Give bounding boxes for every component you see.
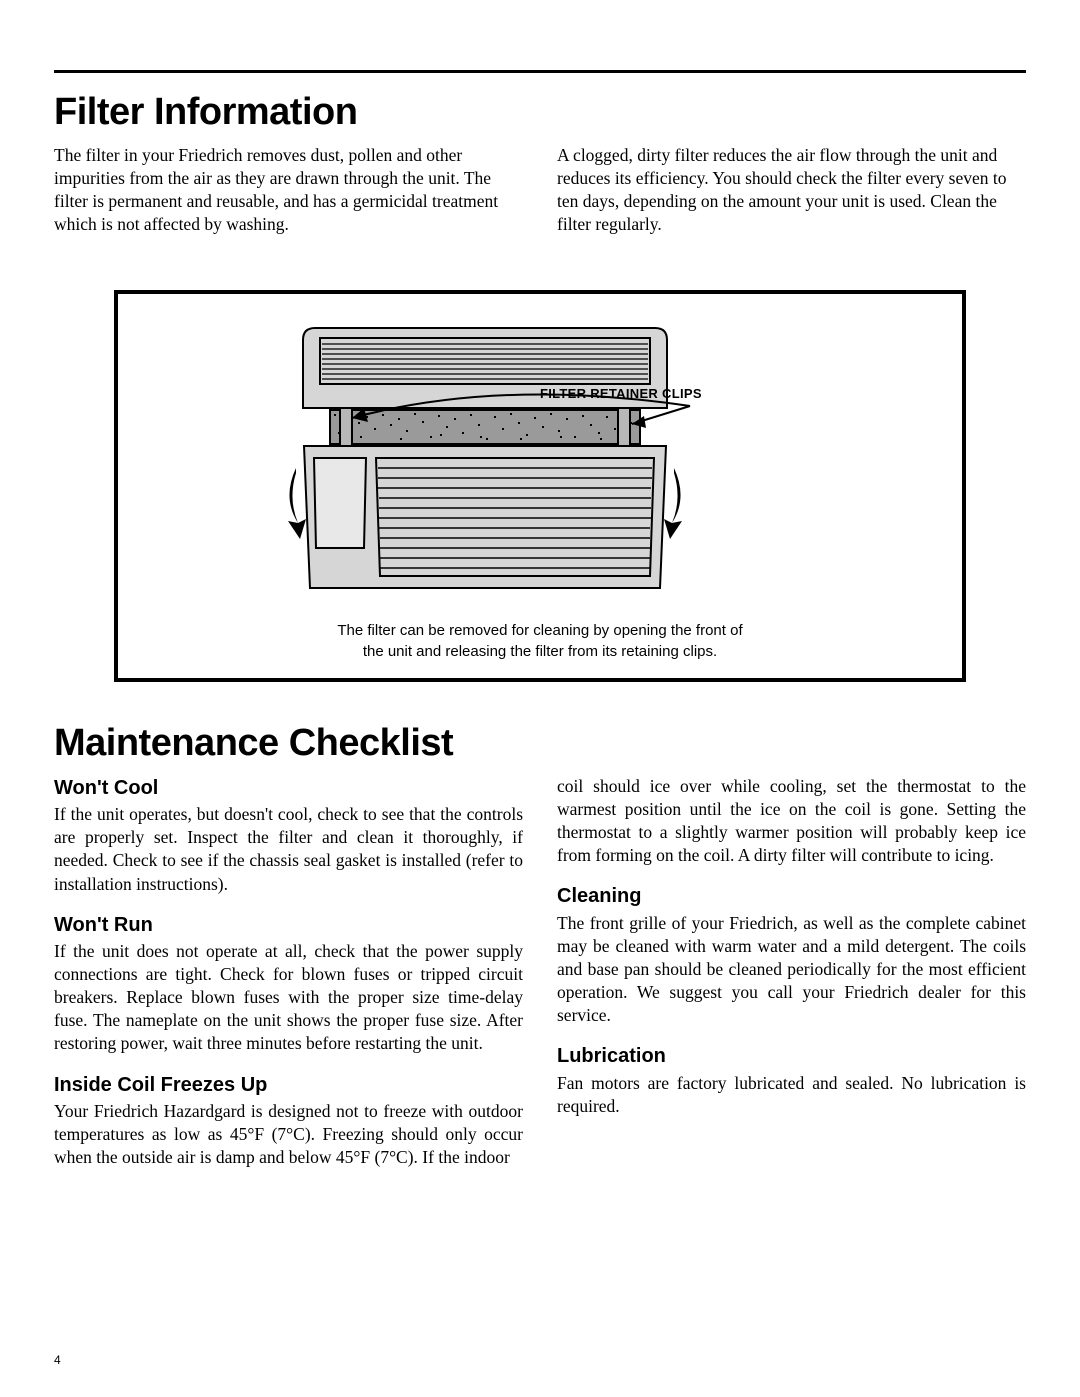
filter-col2: A clogged, dirty filter reduces the air …	[557, 144, 1026, 236]
maintenance-title: Maintenance Checklist	[54, 722, 1026, 765]
filter-figure: FILTER RETAINER CLIPS The filter can be …	[114, 290, 966, 682]
figure-caption-2: the unit and releasing the filter from i…	[363, 643, 717, 660]
wont-cool-heading: Won't Cool	[54, 775, 523, 801]
filter-clips-label: FILTER RETAINER CLIPS	[540, 386, 702, 401]
wont-run-body: If the unit does not operate at all, che…	[54, 940, 523, 1055]
figure-caption-1: The filter can be removed for cleaning b…	[337, 622, 742, 639]
ac-unit-illustration	[260, 318, 820, 608]
lubrication-heading: Lubrication	[557, 1043, 1026, 1069]
freezes-body: Your Friedrich Hazardgard is designed no…	[54, 1100, 523, 1169]
freezes-body-cont: coil should ice over while cooling, set …	[557, 775, 1026, 867]
filter-col1: The filter in your Friedrich removes dus…	[54, 144, 523, 236]
wont-cool-body: If the unit operates, but doesn't cool, …	[54, 803, 523, 895]
freezes-heading: Inside Coil Freezes Up	[54, 1072, 523, 1098]
wont-run-heading: Won't Run	[54, 912, 523, 938]
top-rule	[54, 70, 1026, 73]
filter-info-title: Filter Information	[54, 91, 1026, 134]
cleaning-heading: Cleaning	[557, 883, 1026, 909]
cleaning-body: The front grille of your Friedrich, as w…	[557, 912, 1026, 1027]
page-number: 4	[54, 1353, 61, 1367]
filter-info-body: The filter in your Friedrich removes dus…	[54, 144, 1026, 250]
lubrication-body: Fan motors are factory lubricated and se…	[557, 1072, 1026, 1118]
maintenance-body: Won't Cool If the unit operates, but doe…	[54, 775, 1026, 1169]
